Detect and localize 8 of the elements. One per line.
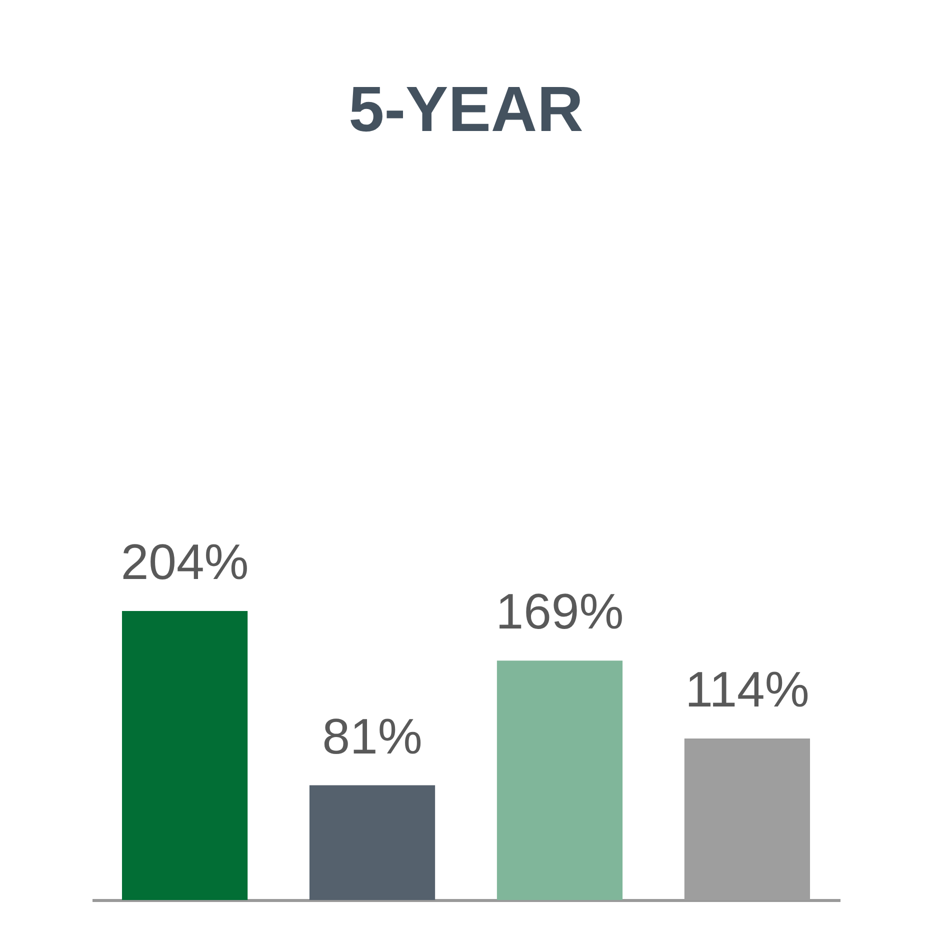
bar bbox=[496, 660, 623, 900]
bar bbox=[122, 611, 248, 900]
data-label: 81% bbox=[322, 708, 422, 764]
data-label: 169% bbox=[496, 584, 624, 640]
chart-title: 5-YEAR bbox=[348, 73, 584, 145]
data-label: 204% bbox=[120, 534, 249, 590]
bar bbox=[309, 785, 436, 900]
data-label: 114% bbox=[685, 662, 810, 718]
